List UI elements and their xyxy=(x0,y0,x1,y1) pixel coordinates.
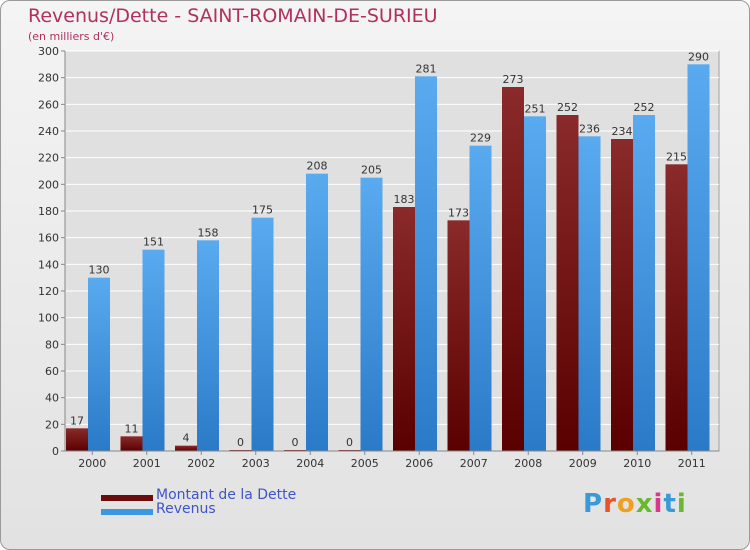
bar-revenus xyxy=(306,173,328,451)
data-label-dette: 11 xyxy=(125,422,139,435)
y-tick-label: 80 xyxy=(45,338,59,351)
plot-area xyxy=(64,50,720,452)
x-axis: 2000 2001 2002 2003 2004 2005 2006 2007 2008 2009… xyxy=(65,450,719,470)
legend-label-dette: Montant de la Dette xyxy=(156,487,297,503)
y-tick-label: 220 xyxy=(38,152,59,165)
x-tick-label: 2000 xyxy=(78,457,106,470)
y-axis: 0 20 40 60 80 100 120 140 160 180 200 220 240 260 280 3… xyxy=(38,45,66,458)
x-tick-label: 2004 xyxy=(296,457,324,470)
y-tick-label: 300 xyxy=(38,45,59,58)
bar-dette xyxy=(120,436,143,451)
chart-subtitle: (en milliers d'€) xyxy=(28,30,115,43)
data-label-revenus: 229 xyxy=(470,132,491,145)
data-label-dette: 173 xyxy=(448,206,469,219)
y-tick-label: 180 xyxy=(38,205,59,218)
data-label-revenus: 208 xyxy=(307,160,328,173)
data-label-revenus: 175 xyxy=(252,204,273,217)
data-label-dette: 17 xyxy=(70,414,84,427)
y-tick-label: 100 xyxy=(38,312,59,325)
legend-swatch-revenus xyxy=(101,509,153,515)
x-tick-label: 2009 xyxy=(569,457,597,470)
data-label-revenus: 252 xyxy=(634,101,655,114)
bar-revenus xyxy=(197,240,219,451)
bar-dette xyxy=(393,207,415,451)
data-label-revenus: 158 xyxy=(198,226,219,239)
data-label-dette: 0 xyxy=(237,436,244,449)
data-label-dette: 234 xyxy=(612,125,633,138)
x-tick-label: 2001 xyxy=(133,457,161,470)
bar-revenus xyxy=(469,145,492,451)
data-label-dette: 215 xyxy=(666,150,687,163)
bar-revenus xyxy=(524,116,546,451)
data-label-revenus: 205 xyxy=(361,164,382,177)
bar-dette xyxy=(556,115,579,451)
legend-label-revenus: Revenus xyxy=(156,501,216,517)
bar-revenus xyxy=(88,277,110,451)
y-tick-label: 280 xyxy=(38,72,59,85)
data-label-revenus: 251 xyxy=(525,102,546,115)
data-label-dette: 252 xyxy=(557,101,578,114)
data-label-dette: 0 xyxy=(292,436,299,449)
x-tick-label: 2005 xyxy=(351,457,379,470)
x-tick-label: 2002 xyxy=(187,457,215,470)
legend-swatch-dette xyxy=(101,495,153,501)
bar-dette xyxy=(447,220,470,451)
bar-revenus xyxy=(633,115,655,451)
x-tick-label: 2010 xyxy=(623,457,651,470)
y-tick-label: 140 xyxy=(38,258,59,271)
x-tick-label: 2008 xyxy=(514,457,542,470)
grid-lines xyxy=(65,50,719,452)
bar-revenus xyxy=(687,64,710,452)
x-tick-label: 2011 xyxy=(678,457,706,470)
bar-dette xyxy=(665,164,688,452)
x-tick-label: 2006 xyxy=(405,457,433,470)
bar-revenus xyxy=(578,136,601,452)
x-tick-label: 2007 xyxy=(460,457,488,470)
bar-revenus xyxy=(415,76,437,451)
value-labels: 17 130 11 151 4 158 0 175 0 208 0 205 183 281 173 229 27… xyxy=(70,50,709,449)
y-tick-label: 40 xyxy=(45,392,59,405)
data-label-revenus: 290 xyxy=(688,50,709,63)
data-label-dette: 273 xyxy=(503,73,524,86)
proxiti-logo[interactable]: Proxiti xyxy=(583,489,687,519)
data-label-dette: 4 xyxy=(183,432,190,445)
data-label-dette: 183 xyxy=(394,193,415,206)
y-tick-label: 0 xyxy=(52,445,59,458)
y-tick-label: 160 xyxy=(38,232,59,245)
bar-dette xyxy=(175,445,197,451)
data-label-revenus: 281 xyxy=(416,62,437,75)
data-label-dette: 0 xyxy=(346,436,353,449)
data-label-revenus: 151 xyxy=(143,236,164,249)
data-label-revenus: 130 xyxy=(89,264,110,277)
bar-revenus xyxy=(360,177,383,451)
y-tick-label: 20 xyxy=(45,418,59,431)
chart-title: Revenus/Dette - SAINT-ROMAIN-DE-SURIEU xyxy=(28,5,438,27)
bar-dette xyxy=(611,139,633,451)
bars xyxy=(66,64,710,452)
y-tick-label: 260 xyxy=(38,98,59,111)
data-label-revenus: 236 xyxy=(579,122,600,135)
bar-revenus xyxy=(251,217,274,451)
y-tick-label: 60 xyxy=(45,365,59,378)
bar-dette xyxy=(66,428,88,451)
y-tick-label: 120 xyxy=(38,285,59,298)
bar-revenus xyxy=(142,249,165,451)
x-tick-label: 2003 xyxy=(242,457,270,470)
bar-dette xyxy=(502,87,524,451)
y-tick-label: 200 xyxy=(38,178,59,191)
y-tick-label: 240 xyxy=(38,125,59,138)
